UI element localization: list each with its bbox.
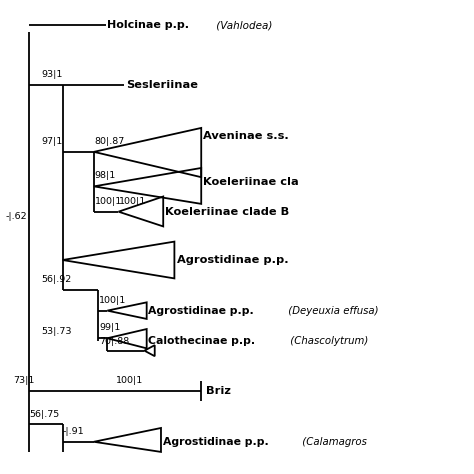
Text: Koeleriinae clade B: Koeleriinae clade B bbox=[165, 207, 290, 217]
Text: 100|1: 100|1 bbox=[99, 296, 127, 305]
Text: 80|.87: 80|.87 bbox=[95, 137, 125, 146]
Text: 70|.88: 70|.88 bbox=[99, 337, 129, 346]
Text: (Deyeuxia effusa): (Deyeuxia effusa) bbox=[285, 306, 379, 316]
Text: 99|1: 99|1 bbox=[99, 323, 120, 332]
Text: 98|1: 98|1 bbox=[95, 172, 116, 181]
Text: 100|1: 100|1 bbox=[95, 197, 122, 206]
Text: Aveninae s.s.: Aveninae s.s. bbox=[203, 131, 289, 141]
Text: Sesleriinae: Sesleriinae bbox=[126, 80, 198, 90]
Text: 100|1: 100|1 bbox=[119, 197, 146, 206]
Text: Agrostidinae p.p.: Agrostidinae p.p. bbox=[177, 255, 288, 265]
Text: 100|1: 100|1 bbox=[116, 376, 144, 385]
Text: Briz: Briz bbox=[206, 386, 230, 396]
Text: (Calamagros: (Calamagros bbox=[299, 437, 367, 447]
Text: Koeleriinae cla: Koeleriinae cla bbox=[203, 177, 299, 187]
Text: 53|.73: 53|.73 bbox=[41, 327, 72, 336]
Text: Agrostidinae p.p.: Agrostidinae p.p. bbox=[163, 437, 268, 447]
Text: 56|.92: 56|.92 bbox=[41, 275, 72, 284]
Text: -|.62: -|.62 bbox=[5, 212, 27, 221]
Text: 56|.75: 56|.75 bbox=[29, 410, 59, 419]
Text: Holcinae p.p.: Holcinae p.p. bbox=[107, 20, 189, 30]
Text: -|.91: -|.91 bbox=[63, 427, 84, 436]
Text: 93|1: 93|1 bbox=[41, 70, 63, 79]
Text: 97|1: 97|1 bbox=[41, 137, 63, 146]
Text: (Chascolytrum): (Chascolytrum) bbox=[287, 337, 368, 346]
Text: (Vahlodea): (Vahlodea) bbox=[213, 20, 273, 30]
Text: Calothecinae p.p.: Calothecinae p.p. bbox=[148, 337, 255, 346]
Text: 73|1: 73|1 bbox=[13, 376, 35, 385]
Text: Agrostidinae p.p.: Agrostidinae p.p. bbox=[148, 306, 254, 316]
